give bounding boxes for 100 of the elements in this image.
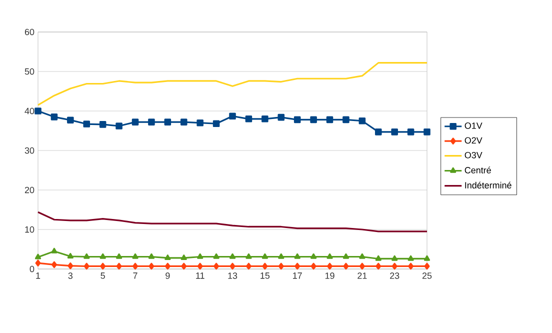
point xyxy=(197,253,204,259)
point xyxy=(327,262,332,270)
point xyxy=(196,119,204,126)
point xyxy=(392,262,398,270)
point xyxy=(181,262,187,270)
point xyxy=(180,118,188,126)
point xyxy=(148,118,155,126)
legend-label: Centré xyxy=(464,166,491,174)
point xyxy=(132,118,139,126)
point xyxy=(359,253,366,259)
legend-label: Indéterminé xyxy=(465,182,512,188)
point xyxy=(164,118,172,126)
point xyxy=(132,253,138,259)
point xyxy=(326,116,334,124)
point xyxy=(294,253,300,259)
legend-label: O3V xyxy=(464,152,482,158)
point xyxy=(246,253,252,259)
point xyxy=(213,253,220,259)
point xyxy=(164,262,170,270)
legend-label: O1V xyxy=(464,122,482,129)
point xyxy=(407,128,414,136)
point xyxy=(229,112,236,120)
y-tick-label: 50 xyxy=(24,68,34,75)
point xyxy=(424,128,430,136)
point xyxy=(51,261,57,268)
point xyxy=(376,262,382,270)
x-tick-label: 11 xyxy=(196,272,204,279)
point xyxy=(246,262,252,270)
point xyxy=(197,262,203,270)
point xyxy=(68,262,74,270)
point xyxy=(100,262,106,270)
point xyxy=(84,262,90,270)
point xyxy=(116,122,122,130)
point xyxy=(212,120,220,128)
point xyxy=(358,117,366,124)
point xyxy=(294,262,300,270)
point xyxy=(132,262,138,270)
point xyxy=(51,248,58,254)
point xyxy=(408,262,414,270)
x-tick-label: 25 xyxy=(422,272,432,279)
point xyxy=(67,116,74,124)
point xyxy=(214,262,220,270)
point xyxy=(262,116,268,122)
point xyxy=(99,121,106,128)
point xyxy=(83,120,90,128)
point xyxy=(424,255,430,261)
point xyxy=(408,255,414,261)
point xyxy=(67,252,74,258)
point xyxy=(148,262,154,270)
legend-label: O2V xyxy=(464,137,482,144)
y-tick-label: 60 xyxy=(24,28,34,36)
point xyxy=(342,253,350,259)
point xyxy=(374,128,382,136)
point xyxy=(34,108,42,114)
point xyxy=(180,254,187,260)
point xyxy=(245,116,252,122)
point xyxy=(310,116,317,124)
y-tick-label: 10 xyxy=(25,226,34,233)
y-tick-label: 30 xyxy=(24,147,34,154)
x-tick-label: 13 xyxy=(228,272,238,279)
point xyxy=(310,262,316,270)
x-tick-label: 17 xyxy=(293,272,302,279)
point xyxy=(34,254,42,260)
point xyxy=(278,262,284,270)
x-tick-label: 9 xyxy=(166,272,170,279)
point xyxy=(310,253,317,259)
x-tick-label: 19 xyxy=(325,272,334,279)
y-tick-label: 40 xyxy=(24,108,34,114)
point xyxy=(164,254,171,260)
point xyxy=(229,253,236,259)
point xyxy=(375,255,382,261)
point xyxy=(359,262,365,270)
point xyxy=(84,253,90,259)
point xyxy=(148,253,155,259)
x-tick-label: 5 xyxy=(100,272,105,279)
x-tick-label: 23 xyxy=(390,272,400,279)
point xyxy=(391,128,398,136)
x-tick-label: 3 xyxy=(68,272,73,279)
point xyxy=(116,262,122,270)
point xyxy=(342,116,350,124)
x-tick-label: 21 xyxy=(358,272,367,279)
point xyxy=(100,253,106,259)
point xyxy=(230,262,236,270)
point xyxy=(50,114,58,120)
x-tick-label: 1 xyxy=(36,272,40,279)
point xyxy=(392,255,398,261)
point xyxy=(278,114,285,121)
point xyxy=(262,262,268,270)
y-tick-label: 0 xyxy=(30,266,34,272)
point xyxy=(278,253,284,259)
point xyxy=(326,253,333,259)
point xyxy=(424,262,430,270)
point xyxy=(116,253,122,259)
point xyxy=(294,116,301,124)
x-tick-label: 7 xyxy=(133,272,138,279)
x-tick-label: 15 xyxy=(260,272,270,279)
point xyxy=(343,262,349,270)
point xyxy=(35,260,41,266)
point xyxy=(262,253,268,259)
y-tick-label: 20 xyxy=(24,186,34,194)
